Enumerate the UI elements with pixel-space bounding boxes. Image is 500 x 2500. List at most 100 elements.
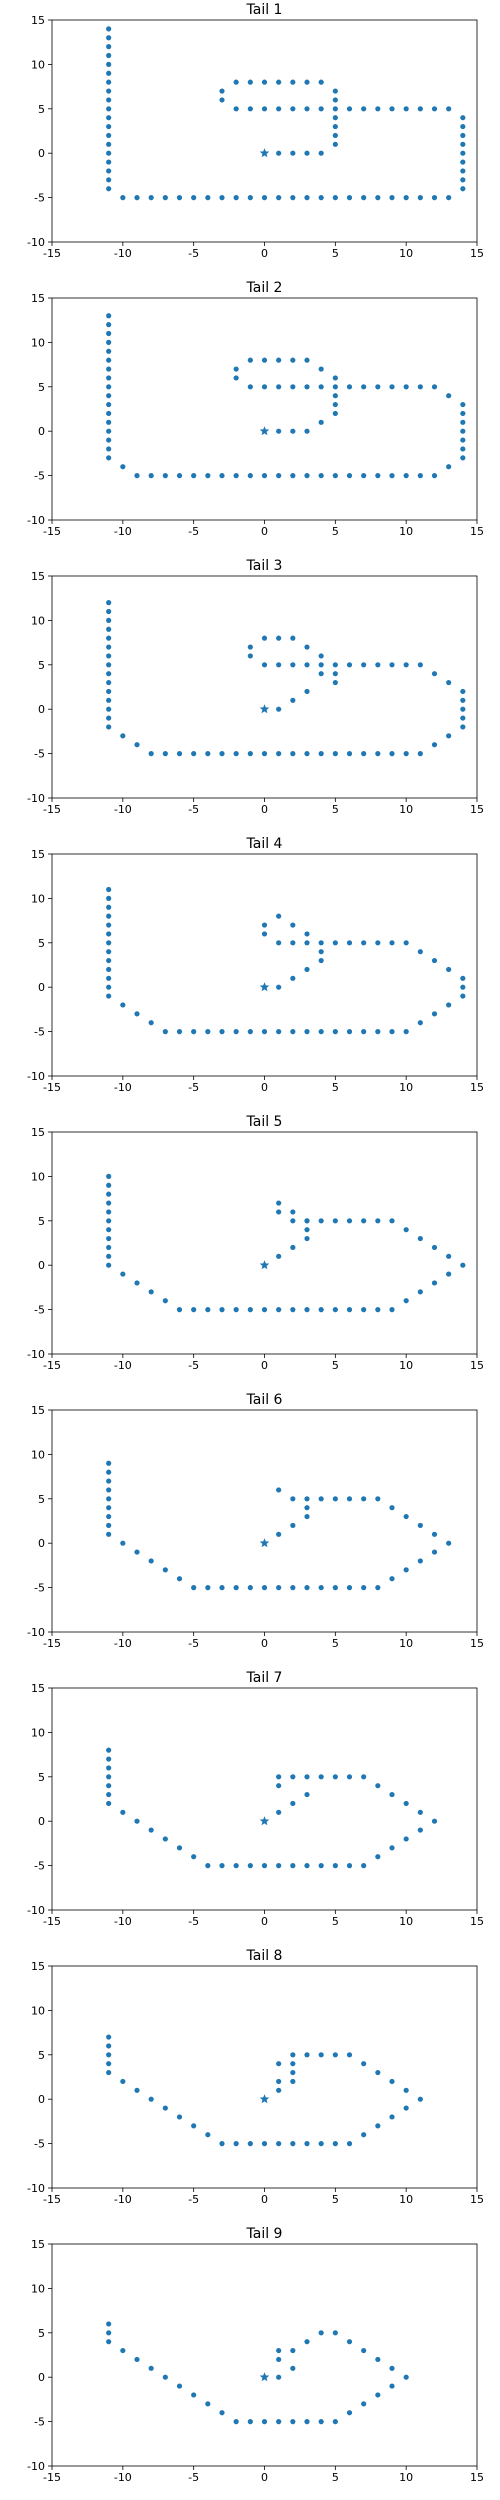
data-point (318, 366, 324, 372)
data-point (346, 1496, 353, 1502)
data-point (460, 688, 466, 695)
y-tick-label: -5 (34, 470, 45, 483)
data-point (431, 1549, 438, 1555)
data-point (247, 653, 253, 659)
data-point (446, 733, 452, 739)
data-point (332, 132, 338, 139)
y-tick-label: -10 (27, 2182, 45, 2195)
data-point (219, 1585, 225, 1591)
data-point (304, 931, 310, 937)
data-point (460, 132, 466, 139)
data-point (276, 2061, 282, 2067)
y-tick-label: -5 (34, 1860, 45, 1873)
data-point (162, 1567, 168, 1573)
data-point (106, 123, 112, 130)
data-point (276, 913, 282, 919)
data-point (106, 35, 112, 41)
data-point (389, 1845, 395, 1851)
data-point (446, 1271, 452, 1277)
x-tick-label: 0 (261, 2193, 268, 2206)
x-tick-label: -5 (188, 1359, 199, 1372)
data-point (176, 751, 183, 757)
data-point (389, 751, 395, 757)
data-point (276, 1863, 282, 1869)
x-tick-label: 0 (261, 1915, 268, 1928)
data-point (106, 357, 112, 363)
y-tick-label: 10 (31, 336, 45, 349)
data-point (332, 375, 338, 381)
data-point (148, 1020, 154, 1026)
data-point (361, 1029, 367, 1035)
data-point (346, 1307, 353, 1313)
data-point (417, 384, 423, 390)
data-point (162, 473, 168, 479)
origin-star-point (259, 2372, 270, 2382)
data-point (375, 2069, 381, 2076)
data-point (460, 455, 466, 461)
data-point (276, 2087, 282, 2093)
data-point (219, 473, 225, 479)
x-tick-label: -15 (43, 2471, 61, 2484)
data-point (332, 1863, 338, 1869)
data-point (106, 401, 112, 408)
x-tick-label: 15 (470, 1081, 484, 1094)
x-tick-label: -15 (43, 247, 61, 260)
y-tick-label: 0 (38, 2371, 45, 2384)
y-tick-label: 10 (31, 2282, 45, 2295)
data-point (233, 79, 239, 85)
data-point (120, 1540, 126, 1546)
data-point (375, 1585, 381, 1591)
data-point (389, 2365, 395, 2371)
origin-star-point (259, 1538, 270, 1548)
data-point (106, 1209, 112, 1215)
data-point (403, 106, 409, 112)
data-point (304, 2141, 310, 2147)
data-point (261, 922, 268, 928)
y-tick-label: 10 (31, 614, 45, 627)
x-tick-label: 5 (332, 525, 339, 538)
data-point (276, 428, 282, 434)
x-tick-label: -15 (43, 1359, 61, 1372)
data-point (261, 1863, 268, 1869)
data-point (176, 195, 183, 201)
data-point (261, 662, 268, 668)
data-point (431, 384, 438, 390)
data-point (318, 1585, 324, 1591)
data-point (261, 357, 268, 363)
data-point (276, 384, 282, 390)
data-point (276, 940, 282, 946)
data-point (219, 2141, 225, 2147)
data-point (233, 2141, 239, 2147)
y-tick-label: 10 (31, 1170, 45, 1183)
data-point (290, 1496, 296, 1502)
data-point (290, 940, 296, 946)
data-point (375, 195, 381, 201)
data-point (332, 1774, 338, 1780)
data-point (460, 984, 466, 990)
data-point (290, 1218, 296, 1224)
y-tick-label: -5 (34, 2416, 45, 2429)
x-tick-label: 15 (470, 2471, 484, 2484)
data-point (106, 949, 112, 955)
data-point (417, 1289, 423, 1295)
data-point (431, 473, 438, 479)
data-point (375, 473, 381, 479)
x-tick-label: -5 (188, 1915, 199, 1928)
data-point (106, 1182, 112, 1188)
y-tick-label: 0 (38, 1815, 45, 1828)
data-point (120, 2078, 126, 2085)
y-tick-label: -10 (27, 514, 45, 527)
data-point (106, 635, 112, 641)
data-point (361, 1218, 367, 1224)
x-tick-label: -5 (188, 247, 199, 260)
data-point (106, 975, 112, 981)
data-point (106, 366, 112, 372)
data-point (332, 1496, 338, 1502)
data-point (106, 608, 112, 615)
data-point (106, 1191, 112, 1197)
data-point (176, 2114, 183, 2120)
data-point (332, 1218, 338, 1224)
data-point (417, 106, 423, 112)
data-point (318, 2141, 324, 2147)
